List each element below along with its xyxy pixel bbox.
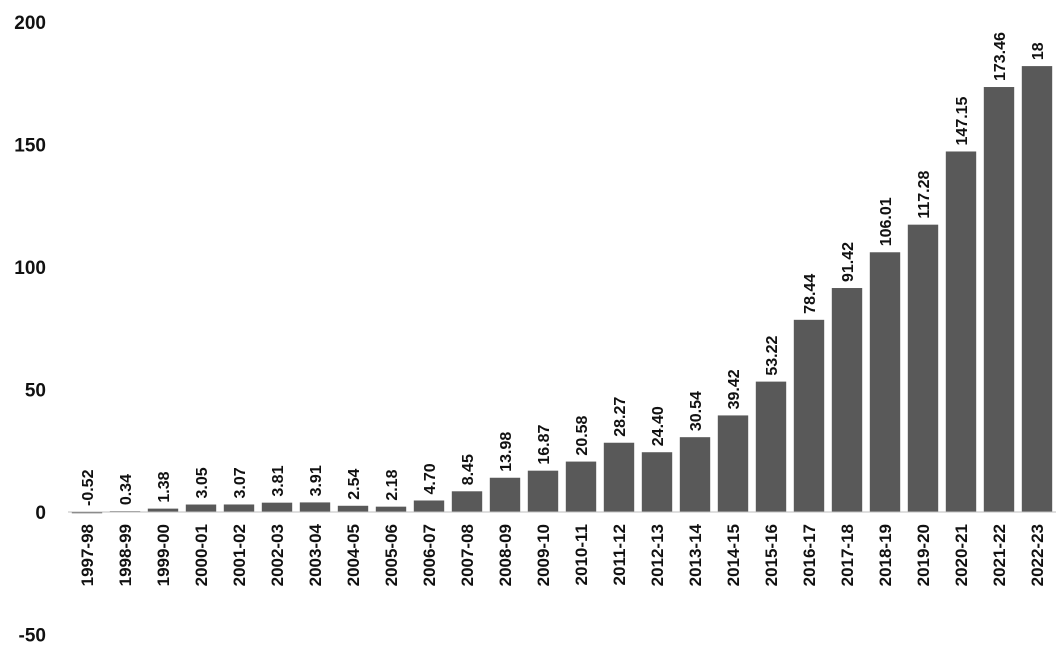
- x-tick-label: 2013-14: [686, 523, 705, 586]
- x-tick-label: 1999-00: [154, 524, 173, 586]
- data-label: 4.70: [422, 463, 439, 494]
- y-tick-label: 0: [35, 503, 46, 524]
- data-label: 2.54: [346, 469, 363, 500]
- data-label: 18: [1030, 42, 1047, 60]
- bar-2016-17: [793, 319, 825, 512]
- y-axis: 200 150 100 50 0 -50: [14, 13, 46, 647]
- data-label: 28.27: [612, 397, 629, 437]
- bars: [71, 66, 1053, 514]
- data-label: 0.34: [118, 474, 135, 505]
- bar-2005-06: [375, 506, 407, 512]
- bar-2013-14: [679, 437, 711, 512]
- data-label: 53.22: [764, 335, 781, 375]
- bar-2010-11: [565, 461, 597, 512]
- x-tick-label: 2011-12: [610, 524, 629, 585]
- data-label: 8.45: [460, 454, 477, 485]
- bar-2018-19: [869, 252, 901, 512]
- x-tick-label: 2003-04: [306, 523, 325, 586]
- bar-2006-07: [413, 500, 445, 512]
- x-tick-label: 2007-08: [458, 524, 477, 586]
- data-label: 3.91: [308, 465, 325, 496]
- data-label: 106.01: [878, 197, 895, 246]
- x-tick-label: 2015-16: [762, 524, 781, 586]
- y-tick-label: 100: [14, 258, 46, 279]
- data-label: 1.38: [156, 471, 173, 502]
- bar-2000-01: [185, 504, 217, 512]
- data-label: 117.28: [916, 171, 933, 219]
- y-tick-label: -50: [19, 626, 46, 647]
- data-label: -0.52: [80, 469, 97, 506]
- bar-2012-13: [641, 452, 673, 512]
- data-label: 30.54: [688, 391, 705, 431]
- bar-1997-98: [71, 512, 103, 514]
- x-tick-label: 2009-10: [534, 524, 553, 586]
- data-label: 147.15: [954, 96, 971, 145]
- x-tick-label: 2006-07: [420, 524, 439, 586]
- x-tick-label: 2017-18: [838, 524, 857, 586]
- bar-2017-18: [831, 288, 863, 512]
- x-tick-label: 2008-09: [496, 524, 515, 586]
- x-tick-label: 2004-05: [344, 524, 363, 586]
- x-tick-label: 2021-22: [990, 524, 1009, 586]
- x-tick-label: 1998-99: [116, 524, 135, 586]
- x-axis: 1997-98 1998-99 1999-00 2000-01 2001-02 2002-…: [78, 523, 1047, 586]
- data-label: 78.44: [802, 274, 819, 314]
- data-label: 20.58: [574, 415, 591, 455]
- x-tick-label: 1997-98: [78, 524, 97, 586]
- bar-2001-02: [223, 504, 255, 512]
- x-tick-label: 2001-02: [230, 524, 249, 586]
- x-tick-label: 2002-03: [268, 524, 287, 586]
- x-tick-label: 2010-11: [572, 524, 591, 585]
- bar-2009-10: [527, 470, 559, 512]
- x-tick-label: 2012-13: [648, 524, 667, 586]
- x-tick-label: 2020-21: [952, 524, 971, 586]
- x-tick-label: 2019-20: [914, 524, 933, 586]
- data-label: 39.42: [726, 369, 743, 409]
- bar-2011-12: [603, 442, 635, 512]
- y-tick-label: 150: [14, 136, 46, 157]
- bar-2014-15: [717, 415, 749, 512]
- x-tick-label: 2005-06: [382, 524, 401, 586]
- bar-2004-05: [337, 505, 369, 512]
- data-label: 3.07: [232, 467, 249, 498]
- bar-2020-21: [945, 151, 977, 513]
- data-label: 91.42: [840, 242, 857, 282]
- bar-2021-22: [983, 87, 1015, 512]
- x-tick-label: 2016-17: [800, 524, 819, 586]
- bar-2022-23: [1021, 66, 1053, 512]
- data-labels: -0.52 0.34 1.38 3.05 3.07 3.81 3.91 2.54 2.18 4.7…: [80, 32, 1047, 506]
- bar-2019-20: [907, 224, 939, 512]
- y-tick-label: 200: [14, 13, 46, 34]
- bar-2015-16: [755, 381, 787, 512]
- data-label: 16.87: [536, 425, 553, 465]
- y-tick-label: 50: [25, 381, 46, 402]
- bar-2002-03: [261, 502, 293, 512]
- bar-2007-08: [451, 491, 483, 512]
- bar-2003-04: [299, 502, 331, 512]
- data-label: 13.98: [498, 432, 515, 472]
- data-label: 3.81: [270, 465, 287, 496]
- data-label: 3.05: [194, 467, 211, 498]
- bar-2008-09: [489, 477, 521, 512]
- x-tick-label: 2018-19: [876, 524, 895, 586]
- x-tick-label: 2014-15: [724, 524, 743, 586]
- x-tick-label: 2022-23: [1028, 524, 1047, 586]
- data-label: 2.18: [384, 469, 401, 500]
- bar-1999-00: [147, 508, 179, 512]
- data-label: 24.40: [650, 406, 667, 446]
- data-label: 173.46: [992, 32, 1009, 81]
- x-tick-label: 2000-01: [192, 524, 211, 586]
